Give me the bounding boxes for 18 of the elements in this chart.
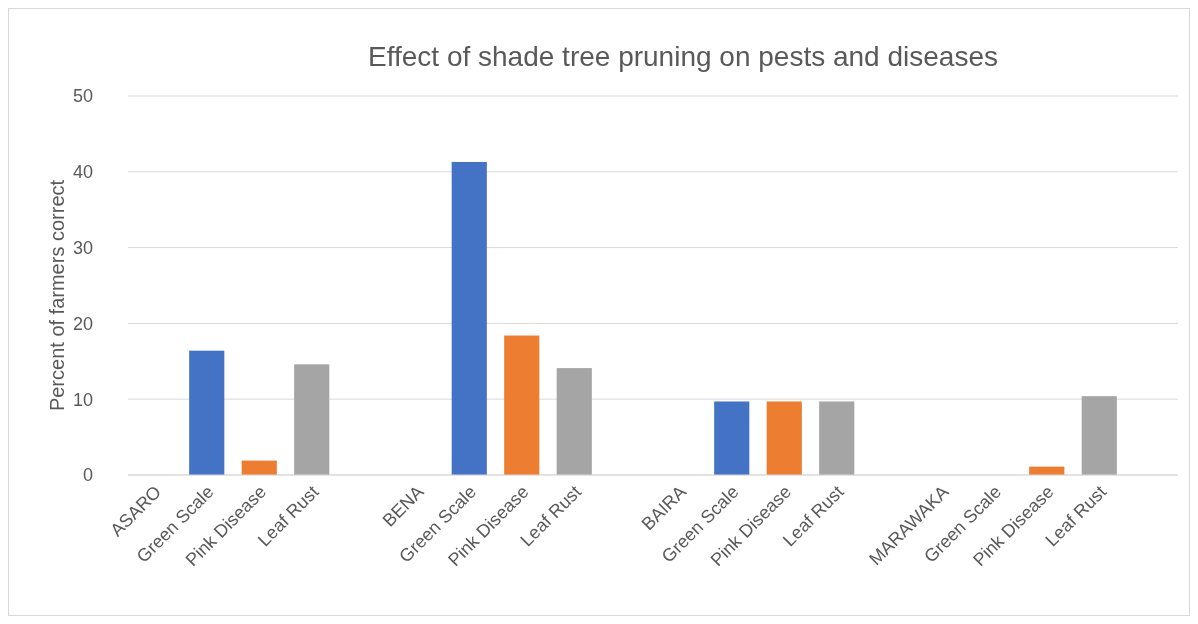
y-tick-label: 30 — [72, 237, 93, 258]
bar — [241, 460, 277, 475]
bar — [766, 401, 802, 475]
y-tick-label: 40 — [72, 162, 93, 183]
bar — [819, 401, 855, 475]
y-tick-label: 20 — [72, 313, 93, 334]
bar — [294, 364, 330, 475]
y-tick-label: 0 — [82, 465, 93, 486]
y-axis-title: Percent of farmers correct — [46, 179, 68, 412]
bar — [451, 161, 487, 475]
chart-title: Effect of shade tree pruning on pests and diseases — [368, 41, 998, 72]
bar — [189, 350, 225, 475]
y-tick-label: 50 — [72, 86, 93, 107]
y-tick-label: 10 — [72, 389, 93, 410]
bar — [714, 401, 750, 475]
bar — [504, 335, 540, 475]
bar — [556, 368, 592, 475]
bar — [1081, 396, 1117, 475]
